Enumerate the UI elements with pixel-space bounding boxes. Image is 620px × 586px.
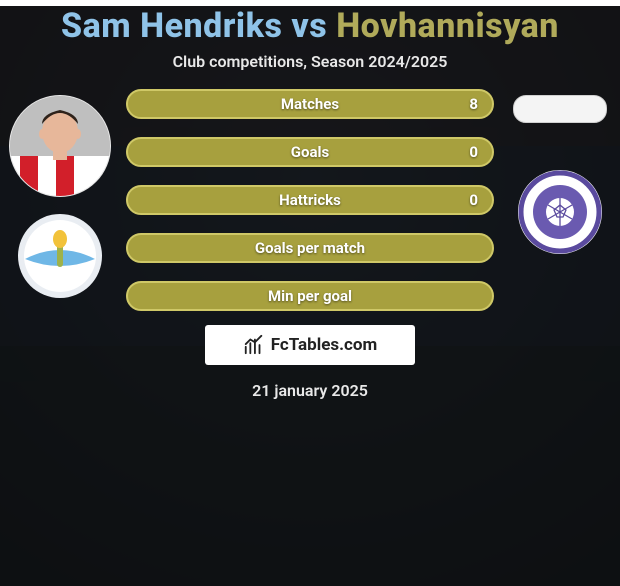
watermark-badge: FcTables.com [205, 325, 415, 365]
left-side [0, 89, 120, 299]
subtitle: Club competitions, Season 2024/2025 [0, 52, 620, 71]
stat-row-hattricks: Hattricks 0 [126, 185, 494, 215]
stat-value-right: 8 [469, 91, 478, 117]
chart-icon [243, 334, 265, 356]
stats-rows: Matches 8 Goals 0 Hattricks 0 [120, 89, 500, 311]
player-a-photo [9, 95, 111, 197]
player-a-club-badge [17, 213, 103, 299]
stat-row-goals: Goals 0 [126, 137, 494, 167]
player-b-club-badge: ALASHKERT FOOTBALL CLUB [517, 169, 603, 255]
stat-label: Goals per match [128, 235, 492, 261]
player-a-name: Sam Hendriks [61, 6, 282, 46]
stat-label: Hattricks [128, 187, 492, 213]
date-text: 21 january 2025 [0, 381, 620, 400]
vs-text: vs [282, 6, 336, 46]
player-b-photo-placeholder [513, 95, 607, 123]
stat-row-min-per-goal: Min per goal [126, 281, 494, 311]
stat-label: Min per goal [128, 283, 492, 309]
stat-row-matches: Matches 8 [126, 89, 494, 119]
stat-label: Goals [128, 139, 492, 165]
player-b-name: Hovhannisyan [336, 6, 559, 46]
stat-value-right: 0 [469, 187, 478, 213]
comparison-columns: Matches 8 Goals 0 Hattricks 0 [0, 89, 620, 311]
stat-value-right: 0 [469, 139, 478, 165]
watermark-text: FcTables.com [271, 335, 377, 355]
page-title: Sam Hendriks vs Hovhannisyan [0, 6, 620, 46]
right-side: ALASHKERT FOOTBALL CLUB [500, 89, 620, 255]
stat-row-goals-per-match: Goals per match [126, 233, 494, 263]
stat-label: Matches [128, 91, 492, 117]
